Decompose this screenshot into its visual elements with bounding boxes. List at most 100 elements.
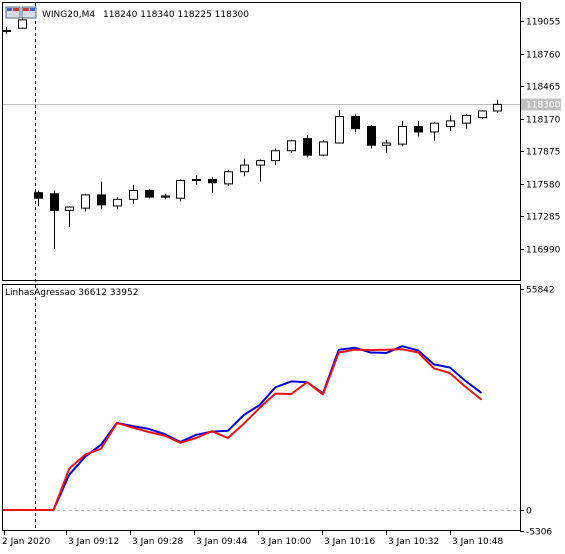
candle bbox=[18, 18, 27, 29]
series-line-red bbox=[3, 348, 483, 511]
bull-candle-body bbox=[462, 114, 471, 124]
bear-candle-body bbox=[414, 125, 423, 133]
candle bbox=[192, 175, 201, 185]
bear-candle-body bbox=[303, 138, 312, 156]
candle bbox=[367, 125, 376, 149]
price-tick-label: 117580 bbox=[526, 181, 561, 191]
bull-candle-body bbox=[271, 150, 280, 162]
main-panel-frame bbox=[2, 2, 521, 281]
candle bbox=[478, 109, 487, 119]
indicator-label: LinhasAgressao 36612 33952 bbox=[5, 288, 138, 298]
candle bbox=[287, 139, 296, 153]
bull-candle-body bbox=[493, 103, 502, 112]
candle bbox=[256, 159, 265, 182]
price-tick-label: 116990 bbox=[526, 246, 561, 256]
indicator-panel-frame bbox=[2, 284, 521, 531]
bull-candle-body bbox=[113, 198, 122, 207]
bull-candle-body bbox=[287, 140, 296, 152]
bull-candle-body bbox=[398, 125, 407, 145]
time-tick-label: 3 Jan 09:12 bbox=[68, 537, 119, 547]
indicator-tick-label: 55842 bbox=[526, 286, 555, 296]
bull-candle-body bbox=[335, 116, 344, 144]
price-tick-label: 117875 bbox=[526, 148, 560, 158]
bear-candle-body bbox=[351, 116, 360, 130]
bear-candle-body bbox=[208, 178, 217, 184]
price-tick-label: 118170 bbox=[526, 116, 561, 126]
candle bbox=[2, 27, 11, 34]
candle bbox=[493, 99, 502, 113]
bull-candle-body bbox=[256, 160, 265, 166]
candle bbox=[113, 197, 122, 210]
candle bbox=[351, 114, 360, 132]
ohlc-values: 118240 118340 118225 118300 bbox=[103, 10, 249, 20]
series-line-blue bbox=[3, 345, 483, 511]
time-axis: 2 Jan 2020 3 Jan 09:12 3 Jan 09:28 3 Jan 09… bbox=[2, 530, 504, 547]
bull-candle-body bbox=[319, 141, 328, 156]
candle bbox=[50, 190, 59, 249]
price-tick-label: 118465 bbox=[526, 83, 560, 93]
chart-window-icon[interactable] bbox=[5, 6, 37, 19]
bull-candle-body bbox=[176, 180, 185, 199]
bear-candle-body bbox=[50, 193, 59, 211]
bull-candle-body bbox=[446, 120, 455, 127]
candle bbox=[446, 115, 455, 131]
price-tick-label: 119055 bbox=[526, 18, 560, 28]
symbol-timeframe: WING20,M4 bbox=[42, 10, 95, 20]
candle bbox=[414, 120, 423, 137]
bull-candle-body bbox=[224, 171, 233, 185]
candle bbox=[335, 109, 344, 144]
bull-candle-body bbox=[161, 195, 170, 198]
candle bbox=[129, 184, 138, 204]
bull-candle-body bbox=[18, 19, 27, 29]
candle bbox=[271, 148, 280, 166]
bull-candle-body bbox=[129, 189, 138, 200]
candle bbox=[382, 139, 391, 153]
candle bbox=[81, 193, 90, 212]
indicator-axis: 55842 0 -5306 bbox=[3, 286, 555, 538]
time-tick-label: 3 Jan 10:16 bbox=[324, 537, 376, 547]
candles-group bbox=[2, 18, 502, 249]
candle bbox=[319, 139, 328, 157]
price-axis: 119055 118760 118465 118170 117875 117580 1172… bbox=[520, 18, 561, 256]
bull-candle-body bbox=[240, 164, 249, 173]
candle bbox=[462, 114, 471, 129]
bull-candle-body bbox=[382, 142, 391, 146]
bear-candle-body bbox=[145, 189, 154, 198]
candle bbox=[34, 190, 43, 206]
indicator-tick-label: -5306 bbox=[526, 528, 552, 538]
candle bbox=[224, 169, 233, 187]
indicator-lines-group bbox=[3, 345, 483, 511]
indicator-tick-label: 0 bbox=[526, 507, 532, 517]
candle bbox=[240, 158, 249, 177]
current-price-label: 118300 bbox=[521, 98, 561, 111]
time-tick-label: 3 Jan 09:44 bbox=[196, 537, 248, 547]
price-tick-label: 117285 bbox=[526, 213, 560, 223]
bear-candle-body bbox=[97, 194, 106, 206]
candle bbox=[65, 205, 74, 227]
time-tick-label: 2 Jan 2020 bbox=[2, 537, 50, 547]
bull-candle-body bbox=[192, 178, 201, 182]
candle bbox=[176, 179, 185, 202]
candle bbox=[430, 122, 439, 141]
time-tick-label: 3 Jan 10:32 bbox=[388, 537, 439, 547]
candle bbox=[303, 135, 312, 158]
time-tick-label: 3 Jan 10:48 bbox=[452, 537, 504, 547]
bear-candle-body bbox=[34, 192, 43, 199]
candle bbox=[161, 193, 170, 200]
bull-candle-body bbox=[65, 206, 74, 211]
current-price-label-text: 118300 bbox=[526, 101, 561, 111]
candle bbox=[145, 189, 154, 199]
bull-candle-body bbox=[2, 29, 11, 32]
bull-candle-body bbox=[81, 194, 90, 209]
time-tick-label: 3 Jan 09:28 bbox=[132, 537, 184, 547]
bear-candle-body bbox=[367, 125, 376, 146]
time-tick-label: 3 Jan 10:00 bbox=[260, 537, 312, 547]
bull-candle-body bbox=[478, 110, 487, 119]
candle bbox=[97, 181, 106, 210]
price-tick-label: 118760 bbox=[526, 51, 561, 61]
bull-candle-body bbox=[430, 122, 439, 133]
candle bbox=[398, 120, 407, 147]
candle bbox=[208, 177, 217, 193]
